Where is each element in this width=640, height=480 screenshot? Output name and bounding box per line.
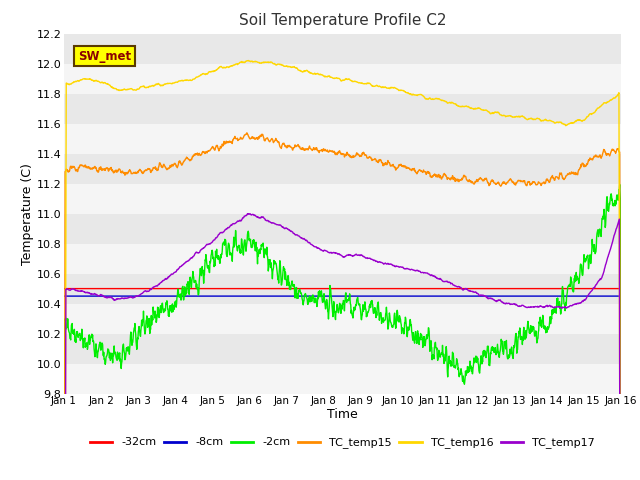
Legend: -32cm, -8cm, -2cm, TC_temp15, TC_temp16, TC_temp17: -32cm, -8cm, -2cm, TC_temp15, TC_temp16,… (86, 433, 599, 453)
X-axis label: Time: Time (327, 408, 358, 421)
Bar (64, 364, 621, 394)
Bar (64, 243, 621, 274)
Title: Soil Temperature Profile C2: Soil Temperature Profile C2 (239, 13, 446, 28)
Bar (64, 184, 621, 214)
Y-axis label: Temperature (C): Temperature (C) (20, 163, 33, 264)
Text: SW_met: SW_met (78, 50, 131, 63)
Bar (64, 123, 621, 154)
Bar (64, 63, 621, 94)
Bar (64, 303, 621, 334)
